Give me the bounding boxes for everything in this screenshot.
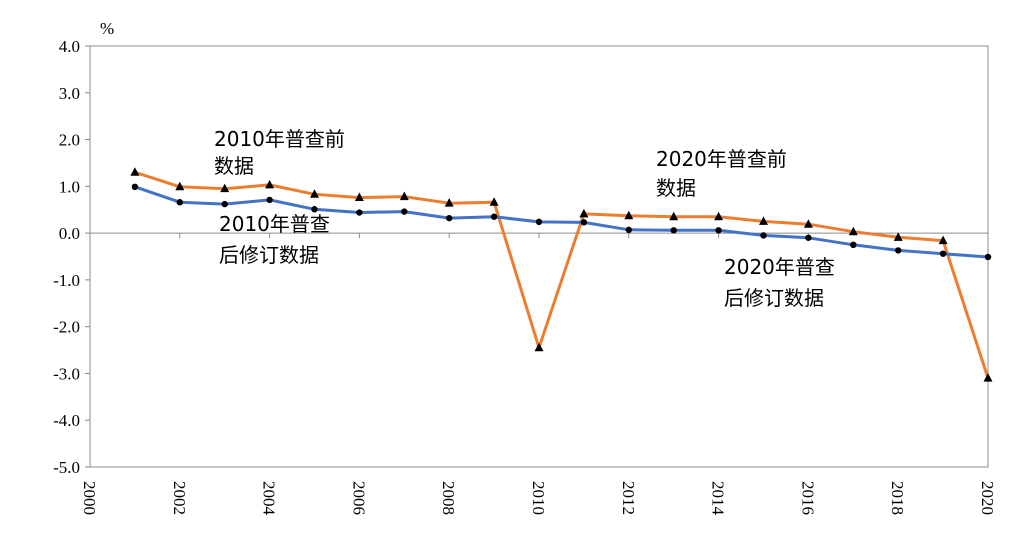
y-tick-label: 1.0 xyxy=(59,177,80,196)
data-point-circle xyxy=(625,226,632,234)
data-point-circle xyxy=(805,234,812,241)
data-point-triangle xyxy=(534,342,544,352)
y-tick-label: -5.0 xyxy=(53,458,80,477)
annotation-2020-pre-census-line1: 2020年普查前 xyxy=(656,147,787,171)
annotation-2010-pre-census-line2: 数据 xyxy=(214,154,254,178)
data-point-triangle xyxy=(265,179,275,189)
data-point-circle xyxy=(131,183,139,191)
annotation-2010-pre-census-line1: 2010年普查前 xyxy=(214,127,345,151)
data-point-triangle xyxy=(848,226,858,236)
y-tick-label: 3.0 xyxy=(59,84,80,103)
y-tick-label: 2.0 xyxy=(59,131,80,150)
y-tick-label: -3.0 xyxy=(53,364,80,383)
data-point-triangle xyxy=(624,210,634,220)
x-tick-label: 2008 xyxy=(439,481,458,515)
annotation-2010-pre-census: 2010年普查前 数据 xyxy=(214,127,351,178)
series-line-0 xyxy=(134,170,990,379)
data-point-circle xyxy=(850,241,857,249)
series-line-1 xyxy=(134,185,989,259)
data-point-circle xyxy=(221,200,228,208)
y-tick-label: -1.0 xyxy=(53,271,80,290)
x-tick-label: 2020 xyxy=(978,481,997,515)
data-point-triangle xyxy=(714,211,724,221)
data-point-circle xyxy=(984,253,992,261)
annotation-2010-revised-line1: 2010年普查 xyxy=(219,212,330,236)
annotation-2020-revised-line1: 2020年普查 xyxy=(724,255,835,279)
y-tick-label: -2.0 xyxy=(53,318,80,337)
x-tick-label: 2014 xyxy=(709,481,728,516)
data-point-circle xyxy=(401,208,408,215)
x-tick-label: 2010 xyxy=(529,481,548,515)
data-point-circle xyxy=(670,227,677,234)
data-point-triangle xyxy=(354,192,364,202)
annotation-2010-revised: 2010年普查 后修订数据 xyxy=(219,212,336,267)
data-point-triangle xyxy=(130,167,140,176)
y-tick-label: 4.0 xyxy=(59,37,80,56)
data-point-circle xyxy=(535,218,543,226)
data-point-circle xyxy=(490,213,498,220)
data-point-circle xyxy=(446,214,453,222)
data-point-circle xyxy=(760,232,767,239)
x-tick-label: 2002 xyxy=(170,481,189,515)
annotation-2020-pre-census: 2020年普查前 数据 xyxy=(656,147,793,200)
x-axis-ticks: 2000 2002 2004 2006 2008 2010 2012 2014 2016 2018… xyxy=(80,233,997,516)
y-tick-label: -4.0 xyxy=(53,411,80,430)
x-tick-label: 2006 xyxy=(349,481,368,515)
data-point-circle xyxy=(939,250,947,257)
data-point-circle xyxy=(715,227,722,234)
annotations: 2010年普查前 数据 2010年普查 后修订数据 2020年普查前 数据 20… xyxy=(214,127,841,310)
x-tick-label: 2004 xyxy=(260,481,279,516)
data-point-circle xyxy=(311,206,318,213)
data-point-triangle xyxy=(983,373,993,382)
data-point-triangle xyxy=(938,235,948,245)
annotation-2020-revised-line2: 后修订数据 xyxy=(724,286,824,310)
series-layer xyxy=(130,167,993,382)
x-tick-label: 2018 xyxy=(888,481,907,515)
data-point-circle xyxy=(580,219,588,226)
data-point-triangle xyxy=(444,198,454,207)
annotation-2010-revised-line2: 后修订数据 xyxy=(219,243,319,267)
x-tick-label: 2000 xyxy=(80,481,99,515)
data-point-triangle xyxy=(399,191,409,201)
data-point-triangle xyxy=(220,183,230,193)
data-point-circle xyxy=(356,209,363,216)
annotation-2020-pre-census-line2: 数据 xyxy=(656,176,696,200)
x-tick-label: 2016 xyxy=(798,481,817,515)
data-point-triangle xyxy=(310,189,319,198)
y-unit-label: % xyxy=(100,19,114,38)
x-tick-label: 2012 xyxy=(619,481,638,515)
data-point-circle xyxy=(266,196,273,204)
data-point-triangle xyxy=(579,208,589,218)
data-point-circle xyxy=(176,199,183,206)
data-point-triangle xyxy=(893,232,903,241)
data-point-triangle xyxy=(759,216,768,225)
y-tick-label: 0.0 xyxy=(59,224,80,243)
y-axis-ticks: 4.0 3.0 2.0 1.0 0.0 -1.0 -2.0 -3.0 -4.0 -5.0 xyxy=(53,37,90,477)
data-point-circle xyxy=(895,247,902,254)
data-point-triangle xyxy=(489,197,499,206)
annotation-2020-revised: 2020年普查 后修订数据 xyxy=(724,255,841,310)
data-point-triangle xyxy=(669,211,679,221)
data-point-triangle xyxy=(175,181,185,191)
data-point-triangle xyxy=(803,219,813,228)
